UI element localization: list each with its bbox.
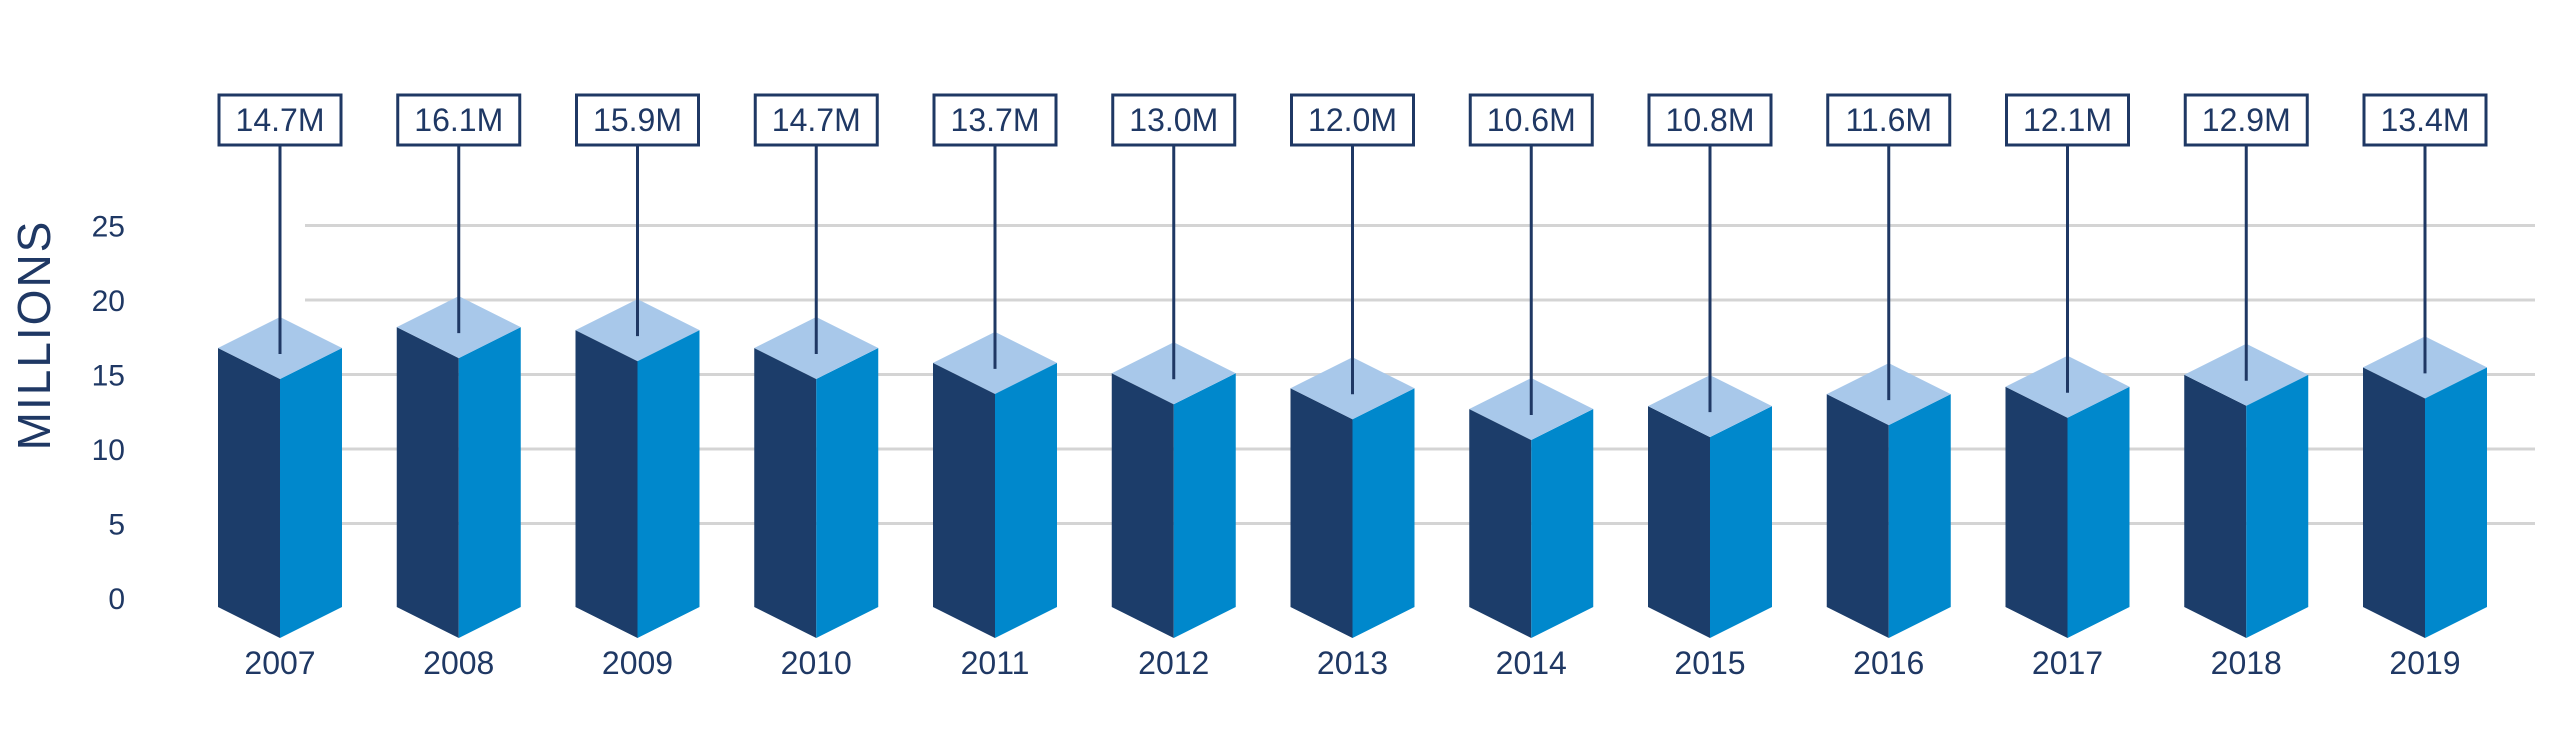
bar <box>396 296 521 638</box>
bar <box>1111 342 1236 638</box>
data-label-box <box>2005 93 2130 147</box>
bar-left-face <box>2184 374 2247 638</box>
bar-right-face <box>280 347 342 638</box>
bar-right-face <box>1888 394 1951 638</box>
bar-left-face <box>1290 388 1353 638</box>
bar-right-face <box>1352 388 1415 638</box>
bar-left-face <box>2005 386 2068 638</box>
x-tick-label: 2014 <box>1496 645 1567 681</box>
bar-right-face <box>637 330 700 638</box>
data-label-box <box>1111 93 1237 147</box>
data-label-box <box>1290 93 1415 147</box>
data-label: 14.7M <box>772 102 861 138</box>
data-label: 14.7M <box>236 102 325 138</box>
bar-left-face <box>754 347 817 638</box>
y-tick-label: 20 <box>92 285 125 318</box>
x-tick-label: 2016 <box>1853 645 1924 681</box>
data-label-box <box>1468 93 1594 147</box>
x-tick-label: 2018 <box>2211 645 2282 681</box>
bar-left-face <box>396 327 459 638</box>
x-axis: 2007 2008 2009 2010 2011 2012 2013 2014 2015 2016… <box>244 645 2460 681</box>
y-axis-label: MILLIONS <box>8 220 60 451</box>
x-tick-label: 2012 <box>1138 645 1209 681</box>
bar-left-face <box>1648 406 1710 638</box>
bar-left-face <box>1469 409 1532 638</box>
bar <box>1290 357 1415 638</box>
y-tick-label: 0 <box>108 583 125 616</box>
data-label: 13.0M <box>1129 102 1218 138</box>
bar-right-face <box>2425 367 2487 638</box>
bar-right-face <box>1173 373 1236 638</box>
y-tick-label: 25 <box>92 211 125 244</box>
data-label: 13.4M <box>2381 102 2470 138</box>
data-label: 11.6M <box>1845 102 1932 138</box>
data-label-box <box>396 93 522 147</box>
bar <box>2184 343 2309 638</box>
data-label: 12.9M <box>2202 102 2291 138</box>
y-axis: MILLIONS 0 5 10 15 20 25 <box>8 211 125 617</box>
data-label: 16.1M <box>414 102 503 138</box>
data-label: 10.8M <box>1666 102 1755 138</box>
data-label-box <box>932 93 1058 147</box>
x-tick-label: 2017 <box>2032 645 2103 681</box>
bar <box>1826 363 1951 638</box>
data-label-box <box>1647 93 1773 147</box>
bar-left-face <box>2363 367 2425 638</box>
data-label-box <box>1826 93 1952 147</box>
y-tick-label: 5 <box>108 509 125 542</box>
data-label-box <box>575 93 700 147</box>
data-label-box <box>217 93 343 147</box>
bar <box>1648 375 1772 638</box>
bar <box>218 316 342 638</box>
y-tick-label: 10 <box>92 434 125 467</box>
bar <box>1469 378 1594 638</box>
bar-left-face <box>218 347 280 638</box>
data-label: 10.6M <box>1487 102 1576 138</box>
bar <box>575 299 700 638</box>
x-tick-label: 2013 <box>1317 645 1388 681</box>
bar-right-face <box>2067 386 2130 638</box>
bar-right-face <box>1531 409 1594 638</box>
bar-right-face <box>458 327 521 638</box>
data-label: 12.1M <box>2023 102 2112 138</box>
bar-left-face <box>575 330 638 638</box>
bar <box>933 331 1057 638</box>
bar-left-face <box>1826 394 1889 638</box>
x-tick-label: 2007 <box>244 645 315 681</box>
bar-right-face <box>816 347 879 638</box>
bar-right-face <box>2246 374 2309 638</box>
data-label-box <box>2183 93 2309 147</box>
bar <box>754 316 879 638</box>
x-tick-label: 2009 <box>602 645 673 681</box>
x-tick-label: 2011 <box>961 645 1030 681</box>
x-tick-label: 2010 <box>781 645 852 681</box>
bar-left-face <box>1111 373 1174 638</box>
bar <box>2005 355 2130 638</box>
bar-right-face <box>995 362 1057 638</box>
x-tick-label: 2015 <box>1674 645 1745 681</box>
data-label-box <box>753 93 879 147</box>
data-label-box <box>2362 93 2488 147</box>
data-labels: 14.7M 16.1M 15.9M 14.7M 13.7M 13.0M 12.0M 10.6M… <box>217 93 2488 416</box>
bars <box>218 296 2487 638</box>
bar <box>2363 336 2487 638</box>
y-tick-label: 15 <box>92 360 125 393</box>
data-label: 12.0M <box>1308 102 1397 138</box>
x-tick-label: 2019 <box>2389 645 2460 681</box>
x-tick-label: 2008 <box>423 645 494 681</box>
data-label: 15.9M <box>593 102 682 138</box>
bar-left-face <box>933 362 995 638</box>
data-label: 13.7M <box>951 102 1040 138</box>
bar-right-face <box>1710 406 1772 638</box>
